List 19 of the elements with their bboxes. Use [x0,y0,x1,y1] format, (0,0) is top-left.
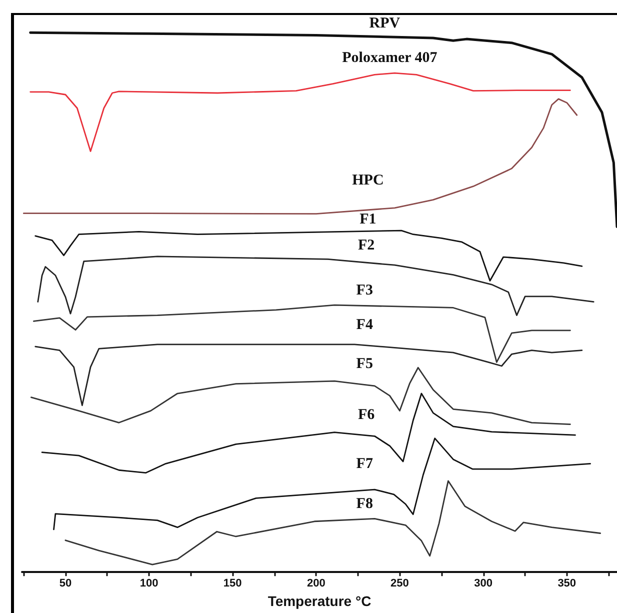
series-label: F6 [358,407,376,424]
series-label: Poloxamer 407 [342,50,438,66]
x-tick-label: 50 [59,578,72,590]
series-label: F7 [356,456,374,472]
series-label: RPV [369,15,400,32]
x-tick-label: 250 [390,578,409,590]
series-label: F1 [360,211,376,228]
x-tick-label: 350 [558,578,576,590]
x-tick-label: 200 [306,578,326,590]
x-tick-label: 150 [223,578,242,590]
series-label: F4 [356,317,374,333]
series-label: F5 [356,356,373,372]
x-tick-label: 100 [140,578,158,590]
series-label: HPC [352,172,384,188]
series-label: F3 [356,282,373,298]
series-label: F2 [358,238,375,254]
series-label: F8 [356,496,373,512]
x-tick-label: 300 [474,578,492,590]
x-axis-title: Temperature °C [268,593,372,609]
